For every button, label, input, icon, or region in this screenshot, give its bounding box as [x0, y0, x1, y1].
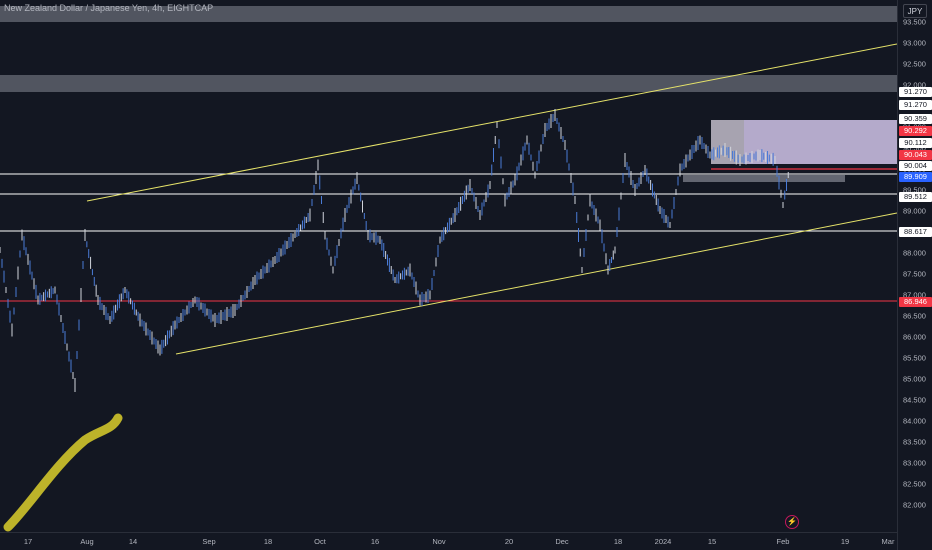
candlestick-series: [0, 109, 789, 392]
price-tick: 88.000: [903, 248, 926, 258]
price-label: 90.292: [899, 126, 932, 136]
chart-area[interactable]: New Zealand Dollar / Japanese Yen, 4h, E…: [0, 0, 898, 532]
time-tick: 20: [504, 537, 514, 546]
price-label: 89.909: [899, 172, 932, 182]
price-tick: 93.500: [903, 17, 926, 27]
time-tick: Feb: [776, 537, 790, 546]
price-chart[interactable]: [0, 0, 898, 532]
time-tick: 2024: [654, 537, 672, 546]
time-tick: 19: [840, 537, 850, 546]
time-tick: 17: [23, 537, 33, 546]
price-label: 89.512: [899, 192, 932, 202]
price-label: 91.270: [899, 100, 932, 110]
price-tick: 86.500: [903, 311, 926, 321]
price-label: 86.946: [899, 297, 932, 307]
time-tick: 15: [707, 537, 717, 546]
price-tick: 86.000: [903, 332, 926, 342]
resistance-zone-top[interactable]: [0, 6, 897, 22]
time-tick: Dec: [555, 537, 569, 546]
price-scale[interactable]: JPY 93.50093.00092.50092.00091.50091.000…: [897, 0, 932, 550]
lightning-icon[interactable]: ⚡: [785, 515, 799, 529]
price-tick: 87.500: [903, 269, 926, 279]
price-tick: 93.000: [903, 38, 926, 48]
price-tick: 92.000: [903, 80, 926, 90]
time-tick: Oct: [314, 537, 326, 546]
resistance-zone[interactable]: [0, 75, 897, 92]
demand-zone-box[interactable]: [683, 175, 845, 182]
time-tick: 18: [613, 537, 623, 546]
price-label: 90.359: [899, 114, 932, 124]
price-tick: 83.000: [903, 458, 926, 468]
price-tick: 82.500: [903, 479, 926, 489]
time-tick: 18: [263, 537, 273, 546]
time-tick: Nov: [432, 537, 446, 546]
channel-lower-line[interactable]: [175, 212, 898, 355]
time-tick: 16: [370, 537, 380, 546]
channel-upper-line[interactable]: [86, 43, 898, 202]
price-label: 90.043: [899, 150, 932, 160]
price-tick: 84.000: [903, 416, 926, 426]
price-tick: 89.000: [903, 206, 926, 216]
symbol-title: New Zealand Dollar / Japanese Yen, 4h, E…: [4, 3, 214, 13]
price-tick: 84.500: [903, 395, 926, 405]
currency-button[interactable]: JPY: [903, 4, 927, 18]
price-tick: 92.500: [903, 59, 926, 69]
price-tick: 85.000: [903, 374, 926, 384]
time-scale[interactable]: 17 Aug 14 Sep 18 Oct 16 Nov 20 Dec 18 2024 15 Feb 19 Ma…: [0, 532, 897, 550]
time-tick: Mar: [881, 537, 895, 546]
supply-zone-overlap[interactable]: [711, 120, 744, 164]
price-tick: 82.000: [903, 500, 926, 510]
time-tick: 14: [128, 537, 138, 546]
price-tick: 89.500: [903, 185, 926, 195]
time-tick: Aug: [80, 537, 94, 546]
price-label: 90.004: [899, 161, 932, 171]
price-tick: 83.500: [903, 437, 926, 447]
price-label: 91.270: [899, 87, 932, 97]
price-label: 90.112: [899, 138, 932, 148]
price-tick: 87.000: [903, 290, 926, 300]
time-tick: Sep: [202, 537, 216, 546]
price-label: 88.617: [899, 227, 932, 237]
brush-annotation[interactable]: [3, 413, 123, 532]
price-tick: 85.500: [903, 353, 926, 363]
price-tick: 90.500: [903, 143, 926, 153]
